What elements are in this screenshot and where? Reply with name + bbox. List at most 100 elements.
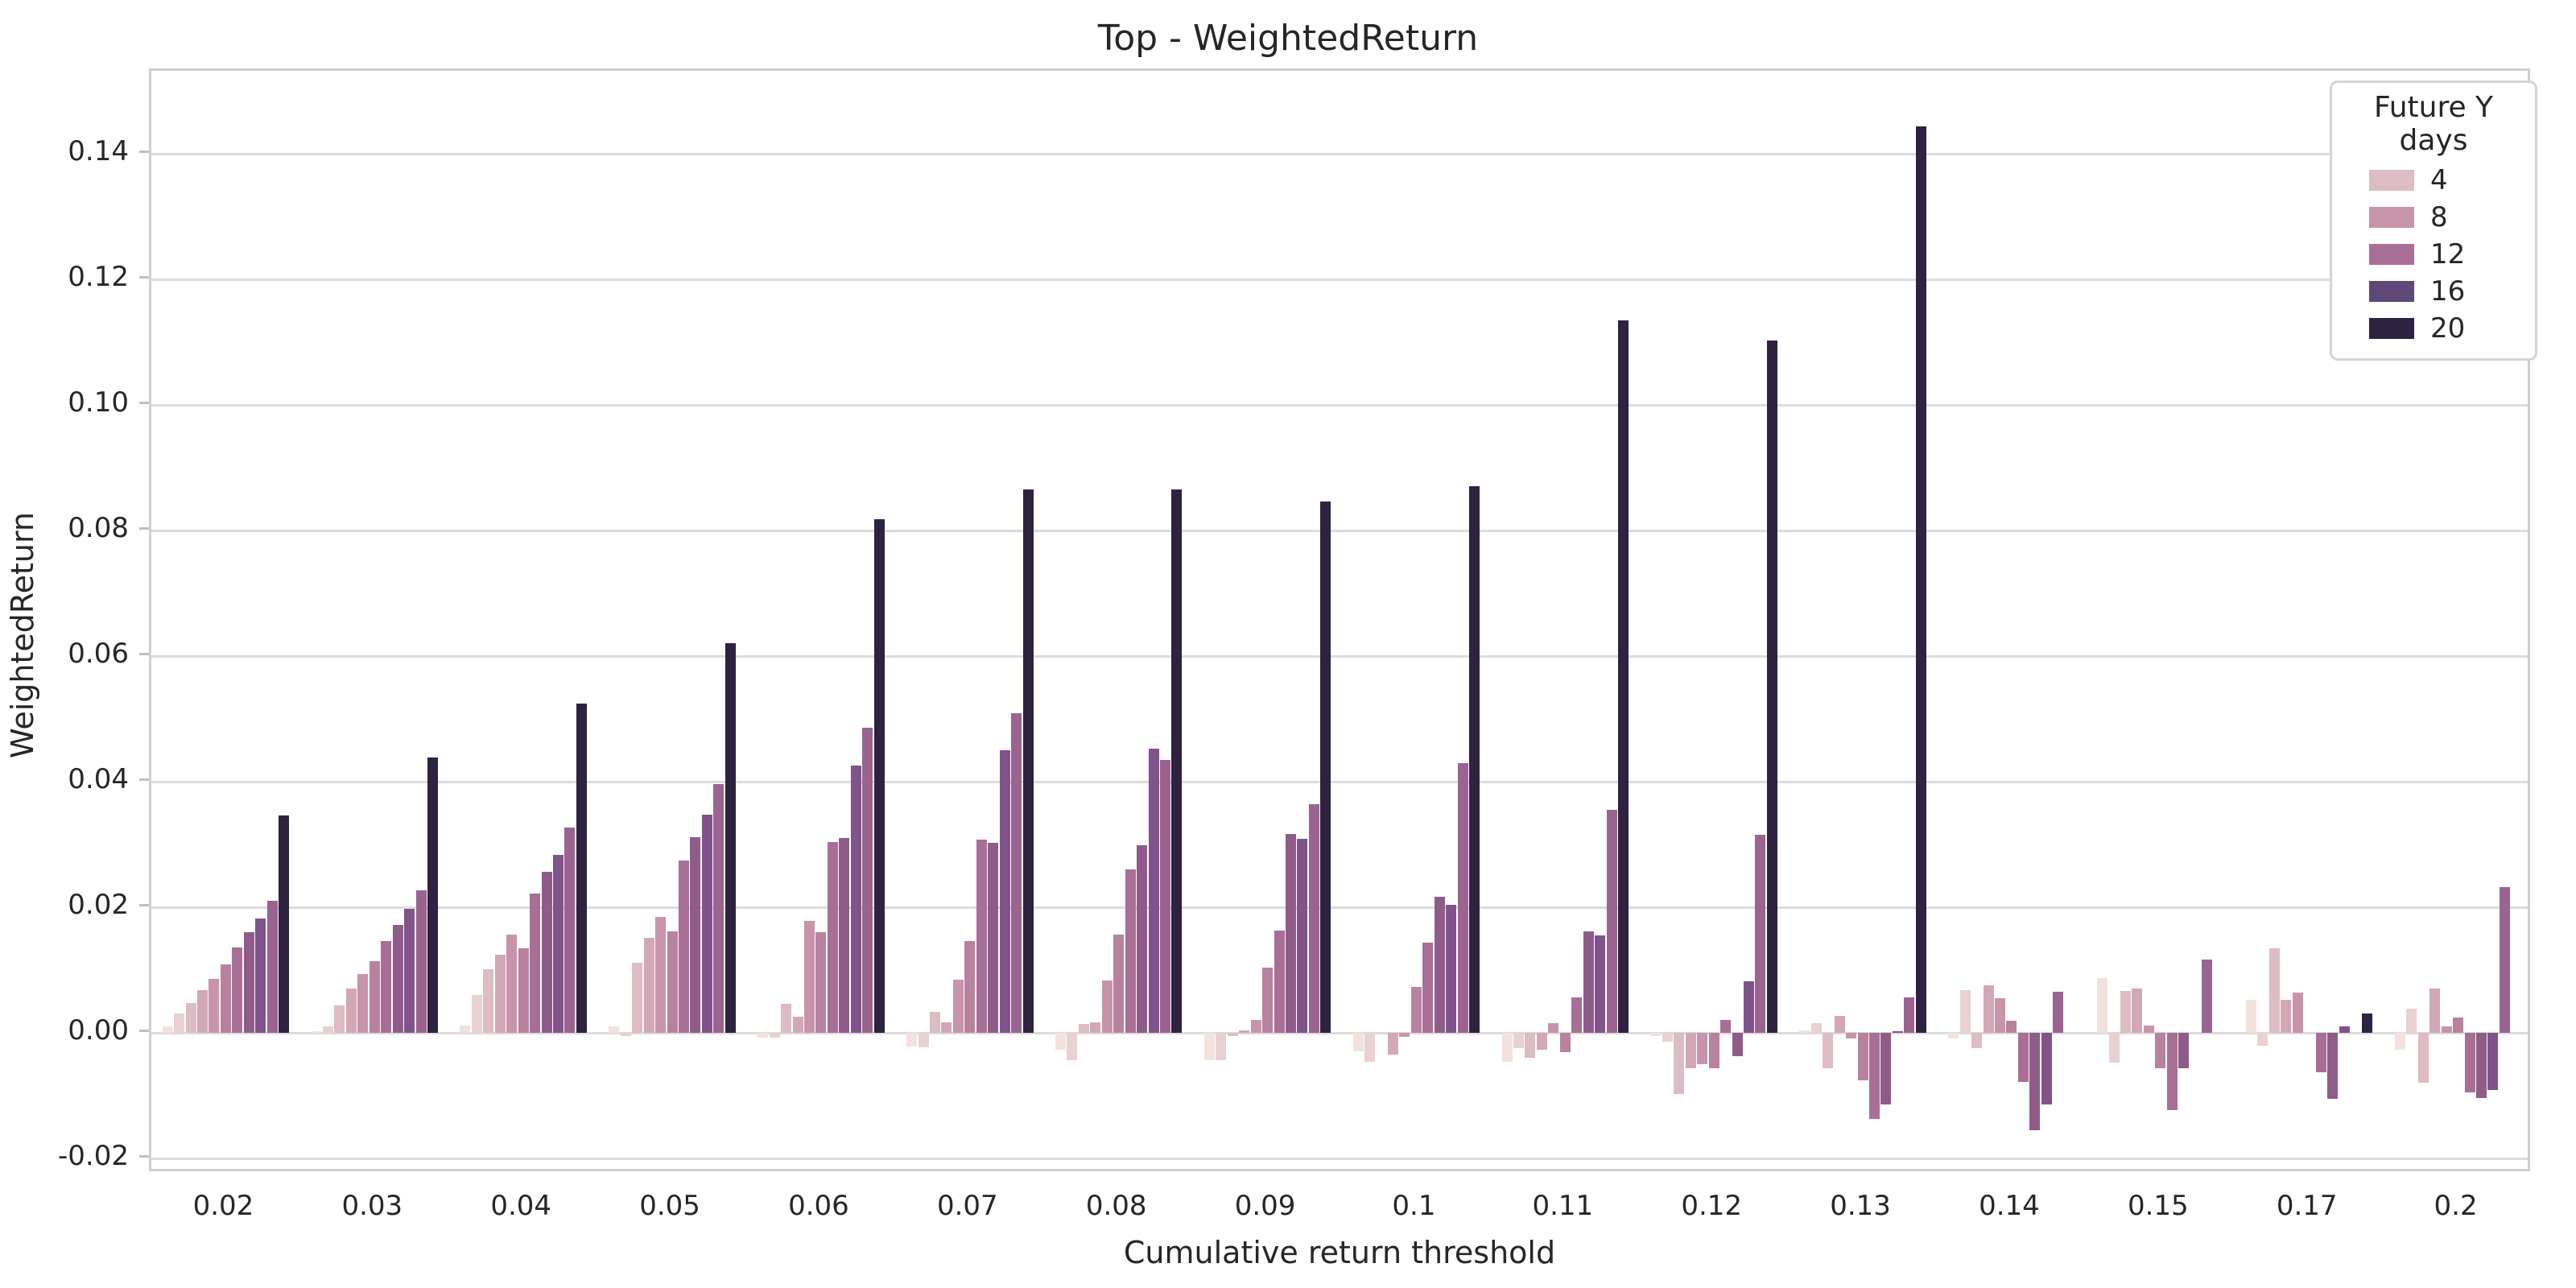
bar-0.15-level-03 bbox=[2120, 990, 2131, 1033]
bar-0.1-level-02 bbox=[1364, 1033, 1376, 1062]
bar-0.1-level-07 bbox=[1422, 942, 1434, 1033]
bar-0.03-level-11 bbox=[427, 757, 439, 1033]
bar-0.12-level-04 bbox=[1685, 1033, 1696, 1069]
bar-0.13-level-04 bbox=[1834, 1015, 1845, 1033]
bar-0.1-level-10 bbox=[1457, 763, 1468, 1033]
bar-0.06-level-05 bbox=[803, 921, 815, 1033]
bar-0.13-level-05 bbox=[1846, 1033, 1857, 1039]
bar-0.06-level-01 bbox=[758, 1033, 769, 1038]
bar-0.17-level-03 bbox=[2268, 948, 2280, 1033]
bar-0.11-level-04 bbox=[1536, 1033, 1547, 1051]
legend-entry-20: 20 bbox=[2347, 310, 2520, 347]
bar-0.12-level-03 bbox=[1674, 1033, 1685, 1094]
bar-0.08-level-09 bbox=[1148, 749, 1159, 1033]
bar-0.06-level-11 bbox=[873, 518, 885, 1033]
bar-0.08-level-10 bbox=[1159, 760, 1170, 1033]
legend-entry-label: 12 bbox=[2430, 238, 2466, 270]
bar-0.13-level-09 bbox=[1892, 1030, 1903, 1033]
x-tick-label: 0.17 bbox=[2276, 1190, 2338, 1222]
bar-0.15-level-05 bbox=[2143, 1026, 2154, 1033]
x-tick-label: 0.07 bbox=[936, 1190, 998, 1222]
bar-0.07-level-10 bbox=[1011, 712, 1022, 1033]
legend-entry-label: 16 bbox=[2430, 275, 2466, 308]
bar-0.12-level-10 bbox=[1755, 835, 1766, 1033]
bar-0.06-level-03 bbox=[781, 1004, 792, 1033]
gridline-y bbox=[151, 780, 2528, 783]
x-tick-label: 0.08 bbox=[1085, 1190, 1147, 1222]
bar-0.14-level-07 bbox=[2017, 1033, 2029, 1082]
bar-0.17-level-05 bbox=[2292, 993, 2303, 1033]
bar-0.11-level-08 bbox=[1583, 931, 1594, 1033]
bar-0.12-level-09 bbox=[1744, 981, 1755, 1033]
bar-0.13-level-08 bbox=[1880, 1033, 1892, 1104]
bar-0.2-level-06 bbox=[2453, 1018, 2464, 1033]
legend-entry-label: 20 bbox=[2430, 312, 2466, 345]
gridline-y bbox=[151, 1157, 2528, 1160]
y-tick-mark bbox=[139, 150, 149, 153]
plot-area bbox=[149, 68, 2530, 1171]
bar-0.06-level-08 bbox=[839, 838, 850, 1033]
gridline-y bbox=[151, 278, 2528, 281]
bar-0.07-level-03 bbox=[929, 1012, 940, 1033]
bar-0.11-level-09 bbox=[1595, 935, 1606, 1033]
x-tick-label: 0.14 bbox=[1979, 1190, 2040, 1222]
bar-0.06-level-09 bbox=[850, 765, 861, 1033]
y-axis-title: WeightedReturn bbox=[5, 512, 40, 758]
y-tick-label: 0.14 bbox=[68, 135, 129, 167]
bar-0.14-level-01 bbox=[1948, 1033, 1959, 1039]
y-tick-mark bbox=[139, 275, 149, 279]
bar-0.13-level-07 bbox=[1869, 1033, 1880, 1119]
bar-0.04-level-09 bbox=[553, 855, 564, 1033]
bar-0.02-level-08 bbox=[243, 932, 254, 1033]
bar-0.1-level-01 bbox=[1352, 1033, 1364, 1051]
bar-0.07-level-02 bbox=[918, 1033, 929, 1047]
legend-entry-label: 4 bbox=[2430, 164, 2448, 196]
chart-title: Top - WeightedReturn bbox=[1097, 18, 1479, 59]
bar-0.1-level-05 bbox=[1399, 1033, 1410, 1038]
bar-0.09-level-02 bbox=[1216, 1033, 1227, 1061]
y-tick-mark bbox=[139, 903, 149, 906]
bar-0.02-level-06 bbox=[220, 964, 231, 1033]
bar-0.07-level-01 bbox=[906, 1033, 918, 1047]
bar-0.02-level-01 bbox=[162, 1026, 173, 1033]
bar-0.06-level-10 bbox=[862, 727, 873, 1033]
y-tick-label: 0.00 bbox=[68, 1014, 129, 1046]
bar-0.05-level-10 bbox=[713, 784, 724, 1033]
bar-0.1-level-06 bbox=[1410, 987, 1422, 1033]
bar-0.14-level-03 bbox=[1971, 1033, 1983, 1048]
bar-0.05-level-03 bbox=[632, 962, 643, 1033]
bar-0.05-level-01 bbox=[609, 1026, 620, 1033]
bar-0.09-level-03 bbox=[1227, 1033, 1238, 1036]
bar-0.14-level-10 bbox=[2053, 992, 2064, 1033]
y-tick-label: 0.08 bbox=[68, 512, 129, 544]
legend-swatch-icon bbox=[2369, 207, 2414, 228]
bar-0.03-level-08 bbox=[392, 924, 403, 1033]
bar-0.11-level-06 bbox=[1559, 1033, 1571, 1053]
x-tick-label: 0.2 bbox=[2434, 1190, 2478, 1222]
bar-0.11-level-02 bbox=[1513, 1033, 1524, 1048]
gridline-y bbox=[151, 403, 2528, 407]
bar-0.03-level-10 bbox=[415, 890, 427, 1033]
bar-0.03-level-07 bbox=[381, 941, 392, 1033]
bar-0.02-level-03 bbox=[185, 1002, 196, 1033]
bar-0.15-level-04 bbox=[2132, 989, 2143, 1033]
legend-entry-label: 8 bbox=[2430, 201, 2448, 233]
bar-0.08-level-08 bbox=[1137, 844, 1148, 1033]
x-tick-label: 0.09 bbox=[1234, 1190, 1296, 1222]
bar-0.04-level-11 bbox=[576, 704, 587, 1033]
bar-0.02-level-11 bbox=[279, 815, 290, 1033]
bar-0.07-level-05 bbox=[952, 980, 964, 1033]
bar-0.07-level-04 bbox=[941, 1022, 952, 1033]
bar-0.05-level-09 bbox=[701, 815, 712, 1033]
bar-0.1-level-04 bbox=[1388, 1033, 1399, 1055]
bar-0.1-level-08 bbox=[1434, 896, 1445, 1033]
bar-0.06-level-06 bbox=[815, 932, 827, 1033]
y-tick-label: 0.06 bbox=[68, 638, 129, 670]
y-tick-mark bbox=[139, 1029, 149, 1032]
bar-0.1-level-11 bbox=[1469, 485, 1480, 1033]
bar-0.09-level-04 bbox=[1239, 1030, 1250, 1033]
bar-0.1-level-09 bbox=[1446, 904, 1457, 1033]
legend: Future Y days 4 8 12 16 20 bbox=[2330, 80, 2537, 361]
y-tick-mark bbox=[139, 778, 149, 781]
bar-0.09-level-07 bbox=[1274, 930, 1285, 1033]
